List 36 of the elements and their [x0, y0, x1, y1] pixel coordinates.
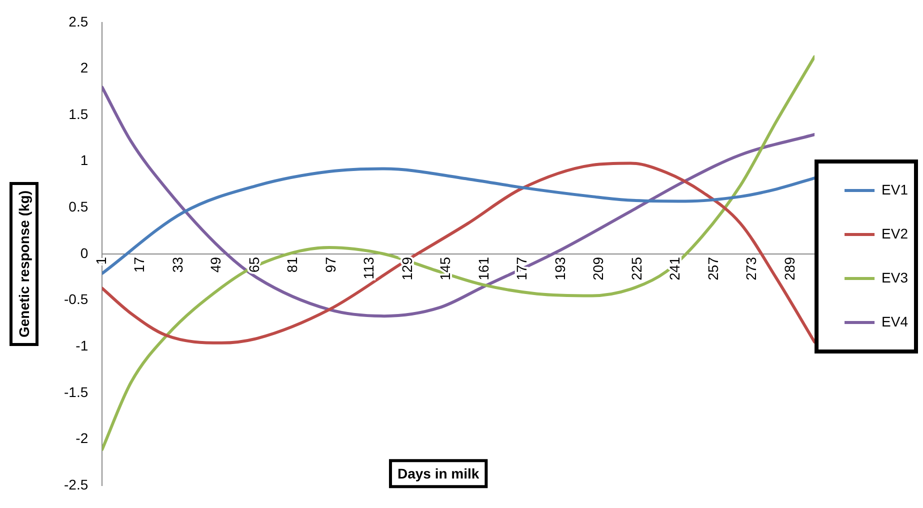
x-tick-label: 273 [743, 256, 760, 280]
y-tick-label: -2 [76, 430, 88, 446]
y-tick-label: 0 [80, 244, 88, 261]
x-tick-label: 33 [169, 256, 186, 273]
legend-label: EV1 [882, 181, 908, 198]
y-tick-label: -1 [76, 338, 88, 354]
y-axis-title: Genetic response (kg) [16, 190, 32, 338]
x-axis-title: Days in milk [397, 465, 480, 482]
legend-label: EV2 [882, 225, 908, 242]
x-tick-label: 161 [475, 256, 492, 280]
x-tick-label: 241 [666, 256, 683, 280]
x-tick-label: 257 [704, 256, 721, 280]
y-tick-label: -2.5 [64, 476, 88, 492]
y-tick-label: 1 [80, 152, 88, 168]
legend-label: EV3 [882, 269, 908, 286]
x-tick-label: 49 [208, 256, 224, 273]
x-tick-label: 65 [246, 256, 262, 273]
y-tick-label: 2.5 [68, 13, 88, 30]
x-tick-label: 17 [131, 256, 148, 273]
legend-label: EV4 [882, 313, 908, 330]
x-tick-label: 81 [284, 256, 300, 273]
y-tick-label: 0.5 [68, 198, 88, 215]
x-tick-label: 97 [322, 256, 338, 273]
y-tick-label: -0.5 [64, 291, 88, 308]
y-tick-label: -1.5 [64, 384, 88, 400]
x-tick-label: 129 [398, 256, 415, 280]
y-tick-label: 1.5 [68, 106, 88, 122]
x-tick-label: 177 [514, 256, 530, 280]
x-tick-label: 289 [781, 256, 798, 280]
x-tick-label: 193 [552, 256, 568, 280]
x-tick-label: 1 [92, 256, 109, 265]
x-tick-label: 225 [628, 256, 644, 280]
x-tick-label: 145 [437, 256, 454, 280]
y-tick-label: 2 [80, 60, 88, 76]
x-tick-label: 113 [360, 256, 377, 280]
x-tick-label: 209 [590, 256, 606, 280]
